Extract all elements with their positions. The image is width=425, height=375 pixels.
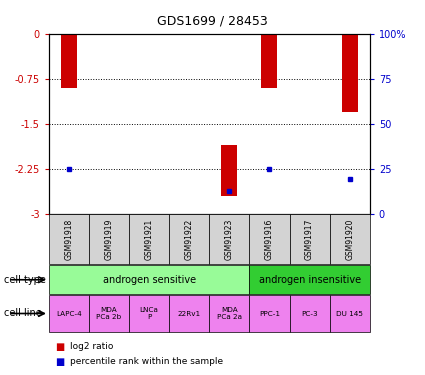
- Bar: [249, 265, 370, 294]
- Text: cell type: cell type: [4, 275, 46, 285]
- Bar: [89, 295, 129, 332]
- Bar: [61, 34, 77, 88]
- Text: PC-3: PC-3: [301, 310, 318, 316]
- Bar: [129, 214, 169, 264]
- Bar: [209, 295, 249, 332]
- Bar: [289, 214, 330, 264]
- Bar: [129, 295, 169, 332]
- Bar: [289, 295, 330, 332]
- Bar: [342, 34, 358, 112]
- Text: cell line: cell line: [4, 309, 42, 318]
- Text: PPC-1: PPC-1: [259, 310, 280, 316]
- Text: GSM91919: GSM91919: [105, 218, 113, 260]
- Bar: [330, 295, 370, 332]
- Text: LAPC-4: LAPC-4: [56, 310, 82, 316]
- Text: GSM91918: GSM91918: [65, 218, 74, 259]
- Bar: [89, 214, 129, 264]
- Text: DU 145: DU 145: [336, 310, 363, 316]
- Text: 22Rv1: 22Rv1: [178, 310, 201, 316]
- Text: GSM91917: GSM91917: [305, 218, 314, 260]
- Text: ■: ■: [55, 342, 65, 352]
- Bar: [261, 34, 278, 88]
- Text: log2 ratio: log2 ratio: [70, 342, 113, 351]
- Text: GSM91921: GSM91921: [144, 218, 154, 259]
- Text: GSM91920: GSM91920: [345, 218, 354, 260]
- Bar: [209, 214, 249, 264]
- Bar: [49, 295, 89, 332]
- Bar: [330, 214, 370, 264]
- Text: LNCa
P: LNCa P: [140, 307, 159, 320]
- Text: androgen sensitive: androgen sensitive: [102, 275, 196, 285]
- Bar: [49, 214, 89, 264]
- Bar: [169, 295, 209, 332]
- Text: ■: ■: [55, 357, 65, 367]
- Text: percentile rank within the sample: percentile rank within the sample: [70, 357, 223, 366]
- Text: GSM91922: GSM91922: [185, 218, 194, 259]
- Bar: [249, 295, 289, 332]
- Text: GSM91923: GSM91923: [225, 218, 234, 260]
- Text: androgen insensitive: androgen insensitive: [258, 275, 361, 285]
- Bar: [49, 265, 249, 294]
- Bar: [249, 214, 289, 264]
- Bar: [221, 145, 238, 196]
- Bar: [169, 214, 209, 264]
- Text: GDS1699 / 28453: GDS1699 / 28453: [157, 15, 268, 28]
- Text: MDA
PCa 2a: MDA PCa 2a: [217, 307, 242, 320]
- Text: MDA
PCa 2b: MDA PCa 2b: [96, 307, 122, 320]
- Text: GSM91916: GSM91916: [265, 218, 274, 260]
